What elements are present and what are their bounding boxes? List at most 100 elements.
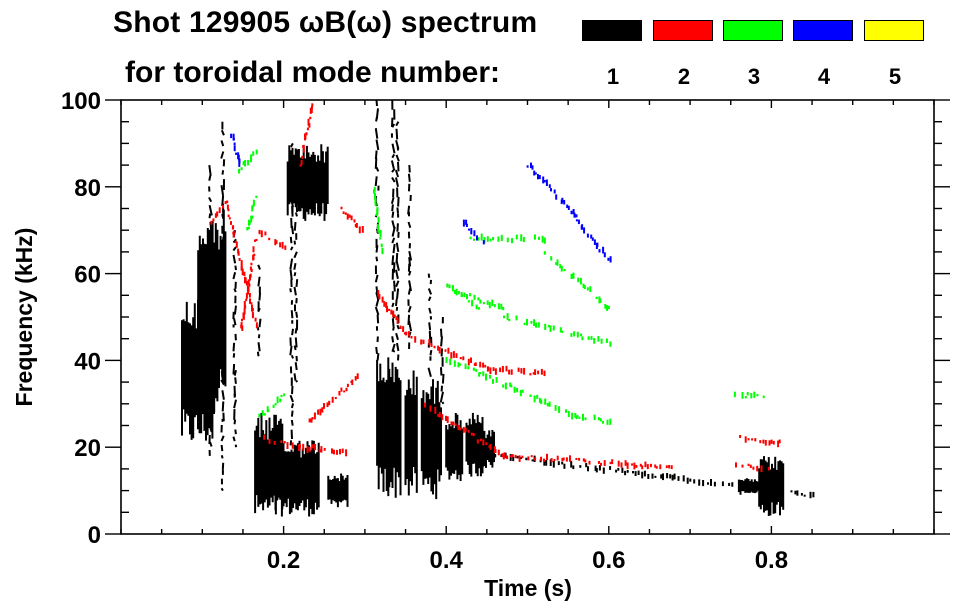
spectral-streak-mark xyxy=(390,197,395,205)
mode-trace-mark xyxy=(240,260,243,265)
mode-trace-mark xyxy=(768,440,771,446)
mode-trace-mark xyxy=(258,229,261,235)
mode-trace-mark xyxy=(721,481,724,487)
spectral-streak-mark xyxy=(208,213,212,219)
mode-trace-mark xyxy=(497,303,500,310)
mode-trace-mark xyxy=(500,234,503,242)
mode-trace-mark xyxy=(377,216,380,224)
mode-trace-mark xyxy=(488,302,491,309)
mode-trace-mark xyxy=(446,416,449,423)
mode-trace-mark xyxy=(378,294,381,300)
mode-trace-mark xyxy=(233,145,236,152)
mode-trace-mark xyxy=(323,403,325,409)
spectral-streak-mark xyxy=(208,422,213,433)
mode-trace-mark xyxy=(584,459,587,463)
mode-trace-mark xyxy=(552,325,555,331)
mode-trace-mark xyxy=(555,194,558,200)
mode-trace-mark xyxy=(345,449,348,457)
mode-trace-mark xyxy=(518,455,521,462)
mode-trace-mark xyxy=(768,484,771,491)
mode-trace-mark xyxy=(235,152,238,155)
mode-trace-mark xyxy=(578,416,581,419)
mode-trace-mark xyxy=(634,471,637,476)
mode-trace-mark xyxy=(326,402,329,408)
spectral-streak-mark xyxy=(233,288,237,293)
series-n2 xyxy=(210,100,781,473)
mode-trace-mark xyxy=(321,407,324,413)
mode-trace-mark xyxy=(234,240,237,243)
spectral-streak-mark xyxy=(290,246,294,251)
spectral-streak-mark xyxy=(375,245,379,253)
spectral-streak-mark xyxy=(208,164,212,176)
spectral-streak-mark xyxy=(290,192,294,201)
mode-trace-mark xyxy=(756,465,759,472)
mode-trace-mark xyxy=(247,160,250,166)
mode-trace-mark xyxy=(403,332,406,335)
spectral-streak-mark xyxy=(221,170,225,175)
spectral-streak-mark xyxy=(257,342,261,352)
spectral-streak-mark xyxy=(221,327,225,338)
mode-trace-mark xyxy=(340,206,343,210)
mode-trace-mark xyxy=(356,373,359,379)
mode-trace-mark xyxy=(585,463,588,468)
mode-trace-mark xyxy=(338,391,341,396)
mode-trace-mark xyxy=(453,360,456,367)
mode-trace-mark xyxy=(741,464,744,468)
mode-trace-mark xyxy=(331,396,334,403)
mode-trace-mark xyxy=(286,442,289,449)
mode-trace-mark xyxy=(246,227,249,231)
mode-trace-mark xyxy=(509,382,512,387)
spectral-streak-mark xyxy=(208,305,211,309)
mode-trace-mark xyxy=(516,455,519,459)
spectral-streak-mark xyxy=(391,143,396,154)
mode-trace-mark xyxy=(557,461,560,466)
spectral-streak-mark xyxy=(427,288,433,295)
mode-trace-mark xyxy=(582,413,584,421)
mode-trace-mark xyxy=(570,210,573,215)
mode-trace-mark xyxy=(535,322,538,328)
mode-trace-mark xyxy=(486,236,489,242)
spectral-streak-mark xyxy=(295,279,299,287)
mode-trace-mark xyxy=(506,313,509,320)
mode-trace-mark xyxy=(241,268,244,276)
mode-trace-mark xyxy=(549,325,552,332)
mode-trace-mark xyxy=(238,168,241,174)
mode-trace-mark xyxy=(244,160,247,167)
mode-trace-mark xyxy=(302,144,305,148)
spectral-streak-mark xyxy=(257,307,261,312)
spectral-streak-mark xyxy=(234,429,237,435)
mode-trace-mark xyxy=(510,455,512,458)
mode-trace-mark xyxy=(586,233,589,238)
mode-trace-mark xyxy=(494,448,497,453)
spectral-streak-mark xyxy=(257,276,261,287)
series-n4 xyxy=(230,133,612,263)
mode-trace-mark xyxy=(222,204,224,209)
mode-trace-mark xyxy=(682,475,685,482)
mode-trace-mark xyxy=(492,379,494,384)
spectral-streak-mark xyxy=(395,177,399,188)
spectral-streak-mark xyxy=(208,196,213,203)
mode-trace-mark xyxy=(309,116,312,120)
mode-trace-mark xyxy=(537,322,540,328)
mode-trace-mark xyxy=(747,438,750,441)
spectral-streak-mark xyxy=(207,290,213,299)
spectral-streak-mark xyxy=(221,287,225,293)
mode-trace-mark xyxy=(589,286,592,292)
spectral-streak-mark xyxy=(290,354,294,359)
mode-trace-mark xyxy=(499,367,502,373)
mode-trace-mark xyxy=(280,440,283,443)
mode-trace-mark xyxy=(604,304,607,309)
mode-trace-mark xyxy=(582,283,585,288)
mode-trace-mark xyxy=(506,237,509,243)
mode-trace-mark xyxy=(553,458,556,461)
mode-trace-mark xyxy=(237,253,240,256)
mode-trace-mark xyxy=(631,463,634,466)
mode-trace-mark xyxy=(577,277,580,283)
mode-trace-mark xyxy=(429,405,432,412)
spectral-streak-mark xyxy=(441,373,445,384)
spectral-streak-mark xyxy=(395,332,399,341)
mode-trace-mark xyxy=(707,482,709,485)
mode-trace-mark xyxy=(302,443,305,451)
legend-label-2: 2 xyxy=(677,64,691,89)
mode-trace-mark xyxy=(342,211,345,214)
